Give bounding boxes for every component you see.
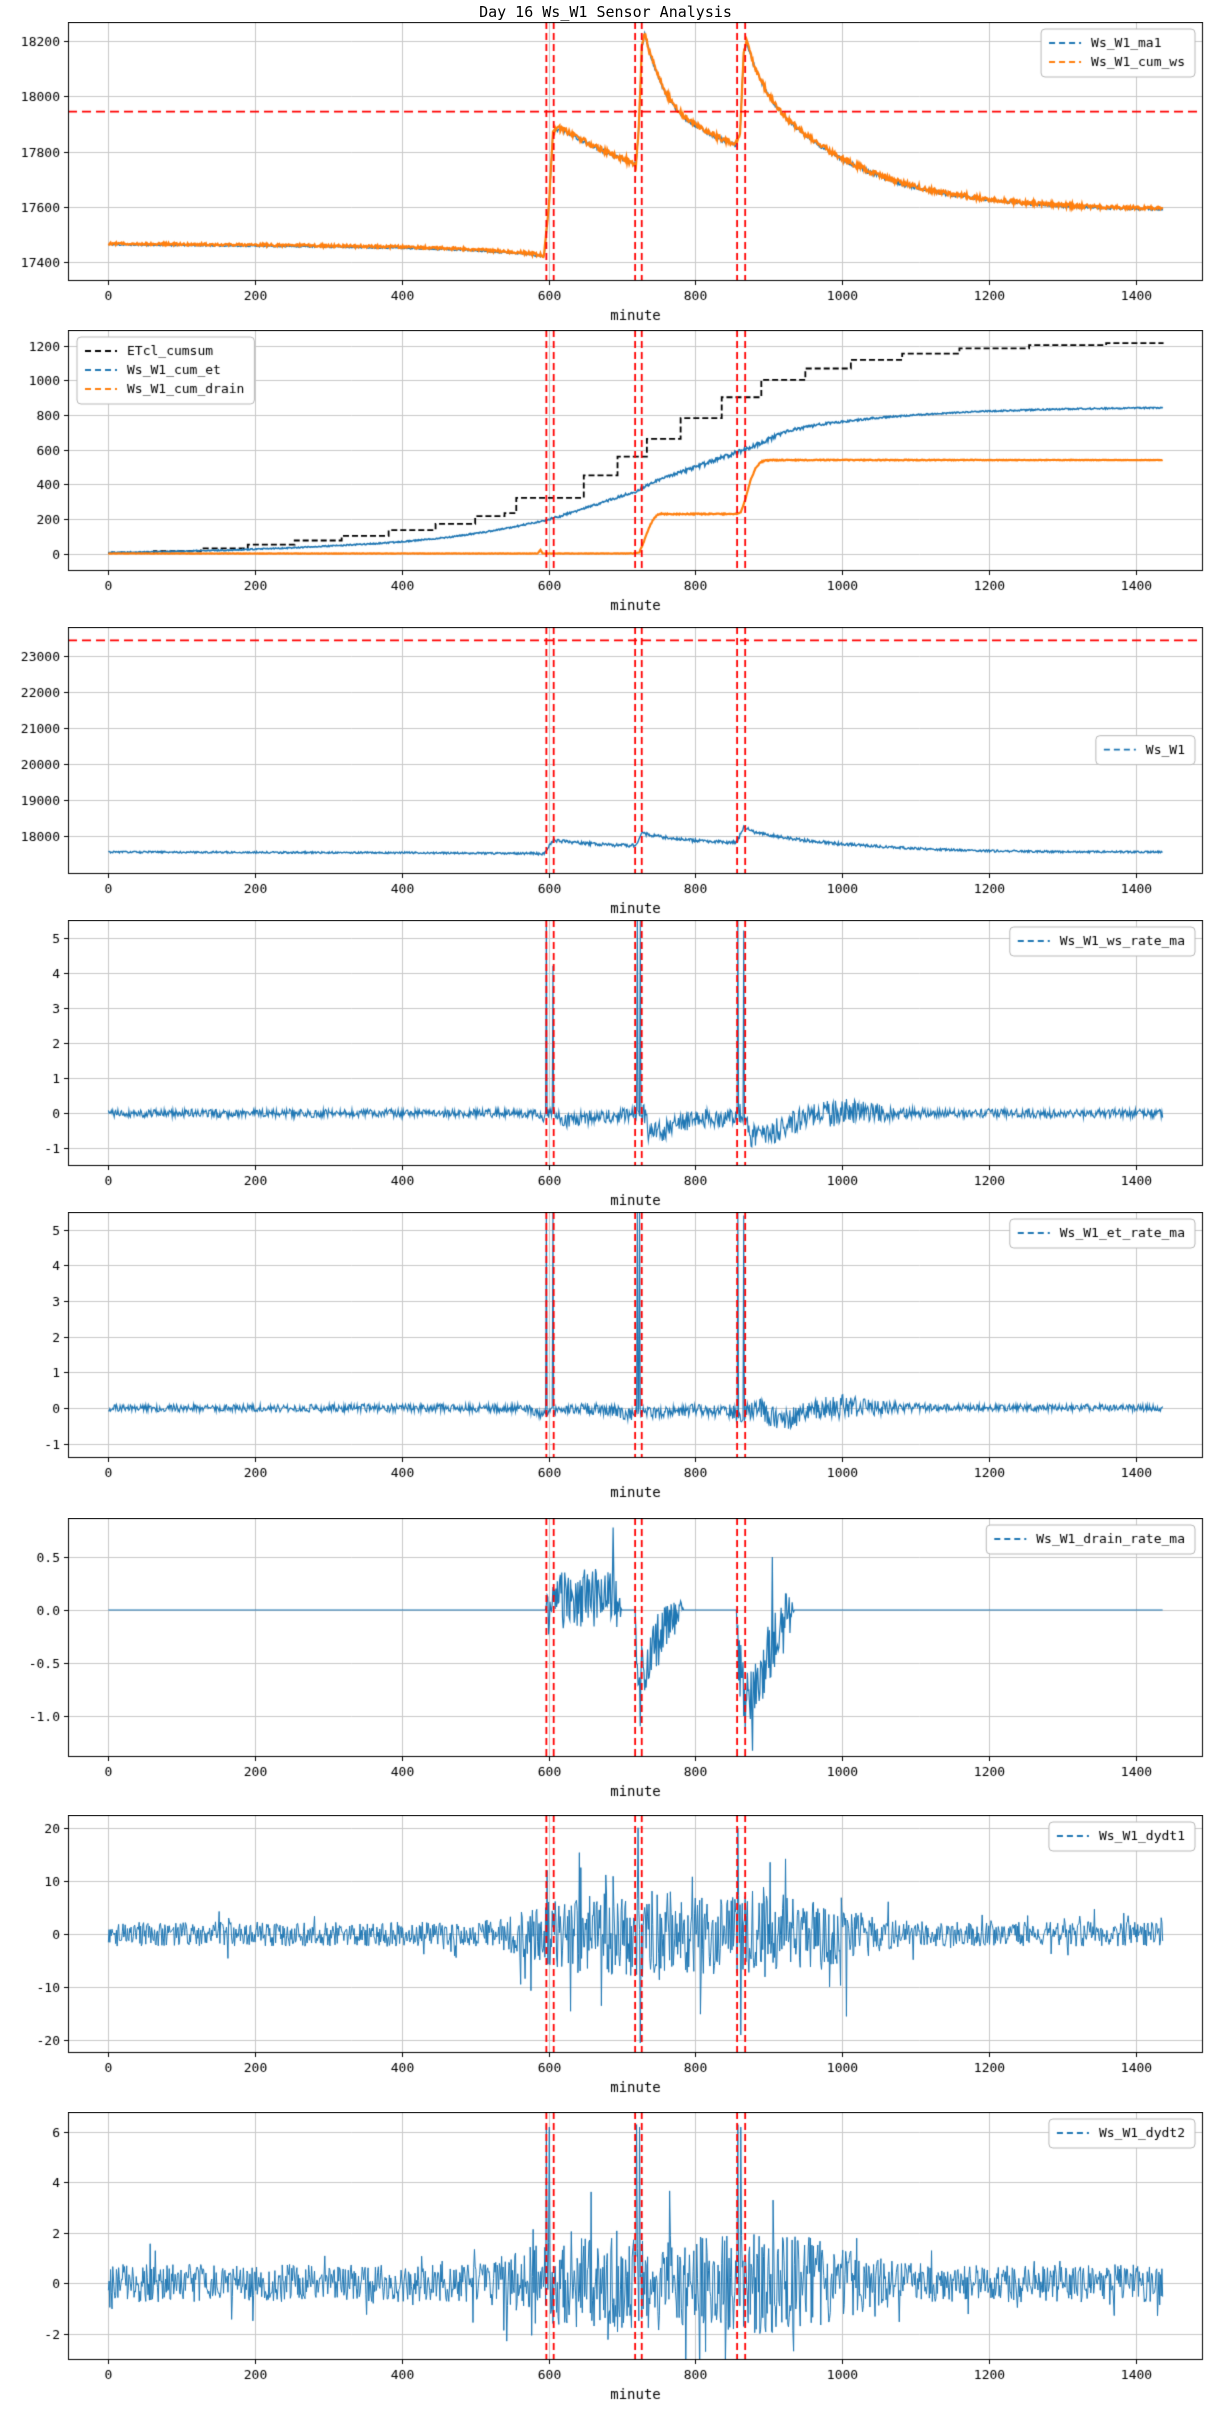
subplot-6-canvas [0,1518,1211,1808]
subplot-8-canvas [0,2112,1211,2411]
subplot-3-canvas [0,627,1211,925]
figure-title: Day 16 Ws_W1 Sensor Analysis [479,3,732,21]
subplot-5-canvas [0,1212,1211,1509]
subplot-1-canvas [0,22,1211,332]
subplot-4-canvas [0,920,1211,1217]
subplot-7-canvas [0,1815,1211,2104]
subplot-2-canvas [0,330,1211,622]
